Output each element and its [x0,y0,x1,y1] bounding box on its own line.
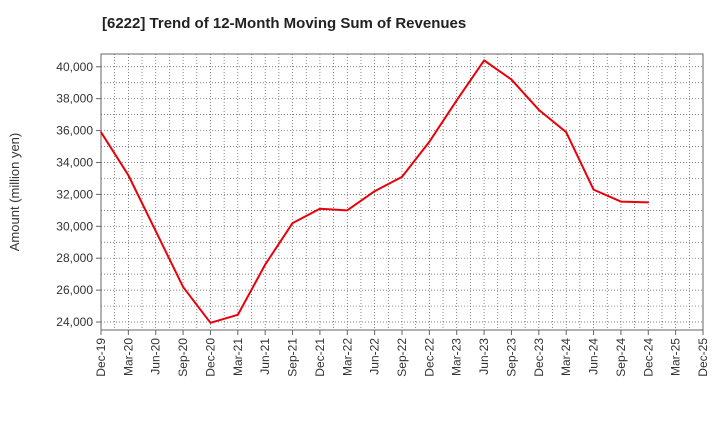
x-tick-label: Dec-23 [532,338,546,377]
y-tick-label: 34,000 [56,155,93,169]
data-point [127,174,130,177]
y-tick-label: 36,000 [56,124,93,138]
x-tick-label: Dec-25 [696,338,710,377]
y-tick-label: 28,000 [56,251,93,265]
x-tick-label: Jun-20 [149,338,163,375]
data-point [237,314,239,316]
data-point [647,201,650,204]
data-point [510,78,513,81]
data-point [319,207,321,210]
x-tick-label: Dec-19 [94,338,108,377]
y-tick-label: 30,000 [56,219,93,233]
data-point [209,322,212,324]
x-tick-label: Mar-25 [669,338,683,376]
data-point [154,230,157,232]
x-tick-label: Mar-24 [559,338,573,376]
data-point [538,109,540,111]
x-tick-label: Jun-24 [587,338,601,375]
chart-title: [6222] Trend of 12-Month Moving Sum of R… [102,15,467,32]
x-tick-label: Dec-20 [203,338,217,377]
data-point [620,200,622,203]
y-axis-ticks: 24,000 26,000 28,000 30,000 32,000 34,000 36,0… [56,60,101,329]
series-layer [100,59,650,324]
x-tick-label: Jun-22 [368,338,382,375]
data-point [565,131,567,133]
x-tick-label: Mar-22 [340,338,354,376]
x-tick-label: Jun-23 [477,338,491,375]
data-point [428,140,431,143]
data-point [401,176,403,178]
x-tick-label: Sep-21 [286,338,300,377]
x-tick-label: Dec-21 [313,338,327,377]
data-point [483,59,485,62]
y-tick-label: 38,000 [56,92,93,106]
x-tick-label: Sep-20 [176,338,190,377]
y-tick-label: 32,000 [56,187,93,201]
x-tick-label: Mar-23 [450,338,464,376]
data-point [592,188,595,191]
x-tick-label: Sep-24 [614,338,628,377]
data-point [182,286,184,288]
x-axis-ticks: Dec-19 Mar-20 Jun-20 Sep-20 Dec-20 Mar-21 Jun-… [94,330,710,377]
data-point [291,222,294,224]
grid-lines [101,54,703,330]
data-point [373,190,376,193]
x-tick-label: Jun-21 [258,338,272,375]
x-tick-label: Dec-22 [422,338,436,377]
x-tick-label: Sep-23 [504,338,518,377]
x-tick-label: Dec-24 [641,338,655,377]
y-tick-label: 40,000 [56,60,93,74]
x-tick-label: Sep-22 [395,338,409,377]
x-tick-label: Mar-20 [121,338,135,376]
y-tick-label: 26,000 [56,283,93,297]
y-axis-label: Amount (million yen) [7,133,22,252]
data-point [346,209,349,212]
x-tick-label: Mar-21 [231,338,245,376]
data-point [264,263,266,266]
data-point [455,99,458,102]
y-tick-label: 24,000 [56,315,93,329]
data-point [100,131,102,133]
